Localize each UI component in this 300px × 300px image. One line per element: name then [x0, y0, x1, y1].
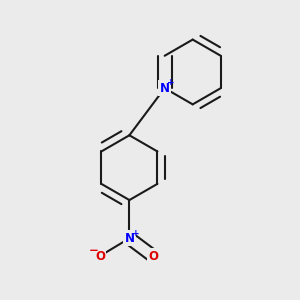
Text: +: + [132, 229, 140, 238]
Text: +: + [167, 78, 175, 87]
Text: N: N [124, 232, 134, 245]
Text: O: O [95, 250, 105, 262]
Text: N: N [160, 82, 170, 95]
Text: O: O [148, 250, 158, 262]
Text: −: − [88, 244, 98, 257]
